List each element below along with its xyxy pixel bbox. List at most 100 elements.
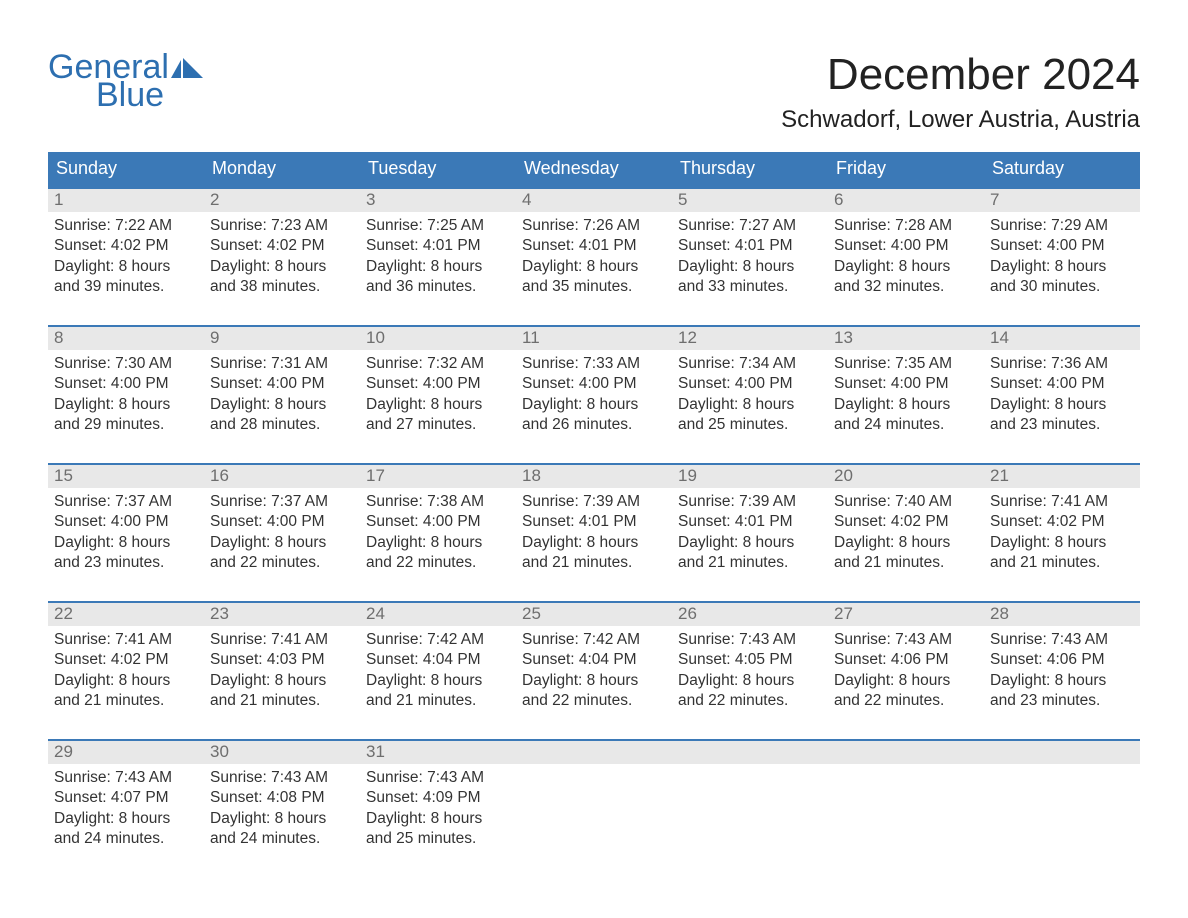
sunrise-line: Sunrise: 7:31 AM — [210, 354, 354, 374]
day-number: 25 — [516, 603, 672, 626]
calendar-day: 11Sunrise: 7:33 AMSunset: 4:00 PMDayligh… — [516, 327, 672, 445]
day-body: Sunrise: 7:39 AMSunset: 4:01 PMDaylight:… — [672, 488, 828, 576]
sunset-line: Sunset: 4:00 PM — [834, 236, 978, 256]
daylight-line-1: Daylight: 8 hours — [834, 395, 978, 415]
daylight-line-1: Daylight: 8 hours — [522, 395, 666, 415]
sunset-line: Sunset: 4:00 PM — [522, 374, 666, 394]
daylight-line-1: Daylight: 8 hours — [834, 671, 978, 691]
calendar-day: 25Sunrise: 7:42 AMSunset: 4:04 PMDayligh… — [516, 603, 672, 721]
calendar-day: 5Sunrise: 7:27 AMSunset: 4:01 PMDaylight… — [672, 189, 828, 307]
day-body: Sunrise: 7:32 AMSunset: 4:00 PMDaylight:… — [360, 350, 516, 438]
week-row: 8Sunrise: 7:30 AMSunset: 4:00 PMDaylight… — [48, 325, 1140, 445]
day-body: Sunrise: 7:37 AMSunset: 4:00 PMDaylight:… — [48, 488, 204, 576]
day-number: 2 — [204, 189, 360, 212]
week-row: 15Sunrise: 7:37 AMSunset: 4:00 PMDayligh… — [48, 463, 1140, 583]
day-body: Sunrise: 7:41 AMSunset: 4:02 PMDaylight:… — [984, 488, 1140, 576]
sunset-line: Sunset: 4:00 PM — [54, 374, 198, 394]
sunrise-line: Sunrise: 7:36 AM — [990, 354, 1134, 374]
sunrise-line: Sunrise: 7:23 AM — [210, 216, 354, 236]
daylight-line-2: and 25 minutes. — [366, 829, 510, 849]
day-body: Sunrise: 7:30 AMSunset: 4:00 PMDaylight:… — [48, 350, 204, 438]
daylight-line-1: Daylight: 8 hours — [366, 395, 510, 415]
day-body: Sunrise: 7:37 AMSunset: 4:00 PMDaylight:… — [204, 488, 360, 576]
day-number: 30 — [204, 741, 360, 764]
day-body: Sunrise: 7:42 AMSunset: 4:04 PMDaylight:… — [516, 626, 672, 714]
sunrise-line: Sunrise: 7:34 AM — [678, 354, 822, 374]
daylight-line-2: and 22 minutes. — [366, 553, 510, 573]
calendar-day: 1Sunrise: 7:22 AMSunset: 4:02 PMDaylight… — [48, 189, 204, 307]
daylight-line-1: Daylight: 8 hours — [990, 533, 1134, 553]
day-number: 29 — [48, 741, 204, 764]
page-title: December 2024 — [781, 50, 1140, 100]
day-body: Sunrise: 7:40 AMSunset: 4:02 PMDaylight:… — [828, 488, 984, 576]
sunrise-line: Sunrise: 7:43 AM — [54, 768, 198, 788]
sunrise-line: Sunrise: 7:40 AM — [834, 492, 978, 512]
calendar-day: 23Sunrise: 7:41 AMSunset: 4:03 PMDayligh… — [204, 603, 360, 721]
day-number: 14 — [984, 327, 1140, 350]
weekday-header: Sunday — [48, 152, 204, 187]
week-row: 29Sunrise: 7:43 AMSunset: 4:07 PMDayligh… — [48, 739, 1140, 859]
sunset-line: Sunset: 4:01 PM — [366, 236, 510, 256]
sunrise-line: Sunrise: 7:38 AM — [366, 492, 510, 512]
weekday-header: Tuesday — [360, 152, 516, 187]
daylight-line-1: Daylight: 8 hours — [678, 395, 822, 415]
day-number: . — [672, 741, 828, 764]
flag-icon — [171, 56, 203, 78]
daylight-line-2: and 26 minutes. — [522, 415, 666, 435]
calendar-day: 4Sunrise: 7:26 AMSunset: 4:01 PMDaylight… — [516, 189, 672, 307]
daylight-line-2: and 30 minutes. — [990, 277, 1134, 297]
sunset-line: Sunset: 4:06 PM — [990, 650, 1134, 670]
sunrise-line: Sunrise: 7:32 AM — [366, 354, 510, 374]
daylight-line-1: Daylight: 8 hours — [366, 671, 510, 691]
day-body: Sunrise: 7:29 AMSunset: 4:00 PMDaylight:… — [984, 212, 1140, 300]
day-body: Sunrise: 7:36 AMSunset: 4:00 PMDaylight:… — [984, 350, 1140, 438]
sunset-line: Sunset: 4:01 PM — [678, 512, 822, 532]
calendar-day: 17Sunrise: 7:38 AMSunset: 4:00 PMDayligh… — [360, 465, 516, 583]
sunrise-line: Sunrise: 7:37 AM — [210, 492, 354, 512]
day-number: 13 — [828, 327, 984, 350]
day-body: Sunrise: 7:35 AMSunset: 4:00 PMDaylight:… — [828, 350, 984, 438]
sunrise-line: Sunrise: 7:39 AM — [678, 492, 822, 512]
daylight-line-2: and 23 minutes. — [54, 553, 198, 573]
sunset-line: Sunset: 4:02 PM — [54, 650, 198, 670]
day-number: 20 — [828, 465, 984, 488]
sunrise-line: Sunrise: 7:22 AM — [54, 216, 198, 236]
sunset-line: Sunset: 4:01 PM — [522, 512, 666, 532]
daylight-line-1: Daylight: 8 hours — [54, 395, 198, 415]
day-body: Sunrise: 7:22 AMSunset: 4:02 PMDaylight:… — [48, 212, 204, 300]
daylight-line-1: Daylight: 8 hours — [210, 671, 354, 691]
sunset-line: Sunset: 4:00 PM — [990, 374, 1134, 394]
daylight-line-1: Daylight: 8 hours — [522, 533, 666, 553]
calendar-day: 12Sunrise: 7:34 AMSunset: 4:00 PMDayligh… — [672, 327, 828, 445]
daylight-line-2: and 24 minutes. — [54, 829, 198, 849]
daylight-line-1: Daylight: 8 hours — [834, 257, 978, 277]
sunset-line: Sunset: 4:02 PM — [834, 512, 978, 532]
day-number: 12 — [672, 327, 828, 350]
daylight-line-1: Daylight: 8 hours — [678, 671, 822, 691]
day-body: Sunrise: 7:28 AMSunset: 4:00 PMDaylight:… — [828, 212, 984, 300]
calendar-day: 2Sunrise: 7:23 AMSunset: 4:02 PMDaylight… — [204, 189, 360, 307]
daylight-line-2: and 22 minutes. — [522, 691, 666, 711]
daylight-line-2: and 28 minutes. — [210, 415, 354, 435]
sunrise-line: Sunrise: 7:26 AM — [522, 216, 666, 236]
sunrise-line: Sunrise: 7:25 AM — [366, 216, 510, 236]
sunrise-line: Sunrise: 7:39 AM — [522, 492, 666, 512]
day-number: 9 — [204, 327, 360, 350]
sunset-line: Sunset: 4:00 PM — [210, 374, 354, 394]
daylight-line-1: Daylight: 8 hours — [522, 671, 666, 691]
day-number: 11 — [516, 327, 672, 350]
daylight-line-2: and 32 minutes. — [834, 277, 978, 297]
day-body: Sunrise: 7:33 AMSunset: 4:00 PMDaylight:… — [516, 350, 672, 438]
daylight-line-2: and 27 minutes. — [366, 415, 510, 435]
sunset-line: Sunset: 4:01 PM — [522, 236, 666, 256]
sunrise-line: Sunrise: 7:27 AM — [678, 216, 822, 236]
sunrise-line: Sunrise: 7:41 AM — [990, 492, 1134, 512]
calendar-day: 10Sunrise: 7:32 AMSunset: 4:00 PMDayligh… — [360, 327, 516, 445]
sunrise-line: Sunrise: 7:41 AM — [210, 630, 354, 650]
calendar-day: 3Sunrise: 7:25 AMSunset: 4:01 PMDaylight… — [360, 189, 516, 307]
weekday-header: Wednesday — [516, 152, 672, 187]
daylight-line-2: and 25 minutes. — [678, 415, 822, 435]
day-number: . — [984, 741, 1140, 764]
sunset-line: Sunset: 4:02 PM — [54, 236, 198, 256]
sunrise-line: Sunrise: 7:37 AM — [54, 492, 198, 512]
